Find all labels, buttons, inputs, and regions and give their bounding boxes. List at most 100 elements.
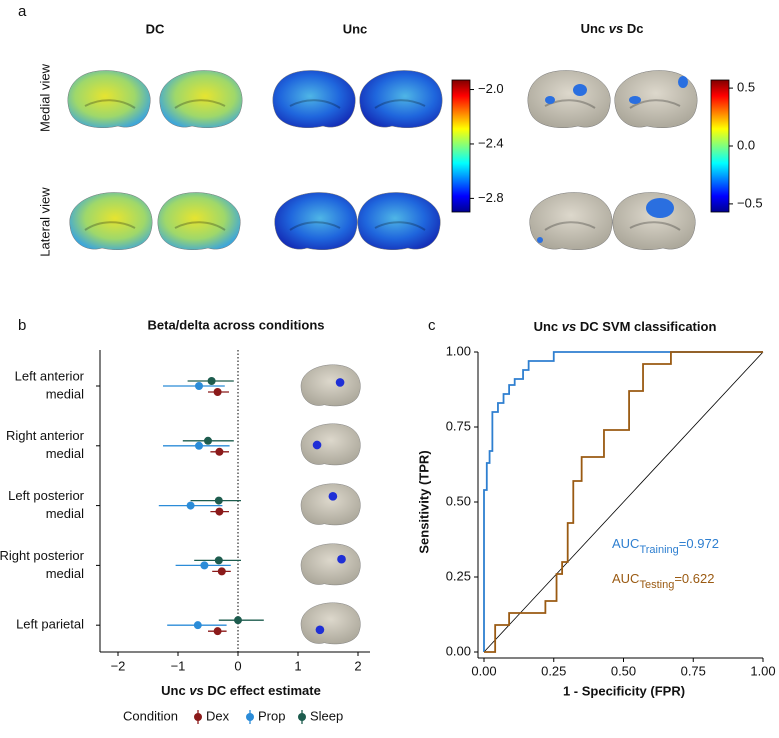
brain-surface: [300, 364, 361, 407]
brain: [272, 70, 356, 128]
tick-label: −2.4: [478, 135, 504, 150]
brain-fold: [544, 221, 596, 231]
y-tick-label: medial: [46, 446, 84, 461]
column-title: Unc vs Dc: [581, 21, 644, 36]
y-tick-label: medial: [46, 566, 84, 581]
brain: [300, 483, 361, 526]
chart-title: Beta/delta across conditions: [148, 317, 325, 332]
brain: [300, 543, 361, 586]
brain-fold: [84, 99, 136, 109]
point: [195, 441, 203, 450]
x-tick-label: 1: [294, 658, 301, 673]
tick-label: 0.5: [737, 80, 755, 95]
y-tick-label: Right posterior: [0, 548, 85, 563]
brain-surface: [614, 70, 698, 128]
tick-label: −2.0: [478, 81, 504, 96]
y-tick-label: Left posterior: [8, 488, 85, 503]
auc-part: =0.972: [679, 536, 719, 551]
legend-swatch: [298, 713, 306, 721]
x-tick-label: 0.75: [681, 663, 706, 678]
brain-surface: [67, 70, 151, 128]
point: [214, 556, 223, 565]
column-title: DC: [146, 21, 165, 36]
panel-label: a: [18, 3, 27, 20]
auc-part: Training: [639, 544, 678, 556]
auc-part: =0.622: [674, 571, 714, 586]
x-tick-label: 0.00: [471, 663, 496, 678]
tick-label: −0.5: [737, 195, 763, 210]
legend-swatch: [194, 713, 202, 721]
brain: [529, 192, 613, 250]
brain-fold: [374, 99, 426, 109]
brain-fold: [289, 99, 341, 109]
brain-fold: [84, 221, 136, 231]
x-tick-label: −2: [111, 658, 126, 673]
brain-surface: [300, 602, 361, 645]
legend-title: Condition: [123, 708, 178, 723]
auc-part: Testing: [639, 579, 674, 591]
auc-label: AUCTraining=0.972: [612, 536, 719, 555]
brain: [357, 192, 441, 250]
brain-surface: [300, 423, 361, 466]
brain: [300, 364, 361, 407]
tick-label: −2.8: [478, 190, 504, 205]
y-tick-label: 0.75: [446, 418, 471, 433]
brain-fold: [174, 221, 226, 231]
brain-surface: [157, 192, 241, 250]
x-tick-label: 1.00: [750, 663, 775, 678]
y-axis-label: Sensitivity (TPR): [416, 450, 431, 553]
brain-surface: [529, 192, 613, 250]
y-tick-label: Right anterior: [6, 428, 85, 443]
point: [200, 561, 209, 570]
activation-blob: [678, 76, 688, 88]
x-tick-label: −1: [171, 658, 186, 673]
auc-part: AUC: [612, 571, 639, 586]
activation-blob: [629, 96, 641, 104]
point: [215, 507, 224, 516]
brain-surface: [300, 543, 361, 586]
panel-label: b: [18, 317, 26, 334]
activation-blob: [537, 237, 543, 243]
brain: [274, 192, 358, 250]
point: [217, 567, 226, 576]
chart-title: Unc vs DC SVM classification: [534, 319, 717, 334]
brain-fold: [374, 221, 426, 231]
brain-fold: [174, 99, 226, 109]
legend-label: Sleep: [310, 708, 343, 723]
legend-swatch: [246, 713, 254, 721]
roc-curve: [483, 351, 763, 652]
brain: [159, 70, 243, 128]
point: [193, 621, 202, 630]
point: [214, 496, 223, 505]
roc-curve: [484, 351, 763, 653]
colorbar: [451, 79, 471, 213]
brain-surface: [272, 70, 356, 128]
x-tick-label: 2: [354, 658, 361, 673]
activation-blob: [312, 440, 322, 450]
brain: [359, 70, 443, 128]
activation-blob: [328, 492, 338, 501]
y-tick-label: 0.00: [446, 643, 471, 658]
activation-blob: [335, 378, 345, 387]
brain-surface: [527, 70, 611, 128]
brain-fold: [544, 99, 596, 109]
x-axis-label: 1 - Specificity (FPR): [563, 683, 685, 698]
y-tick-label: Left anterior: [15, 368, 85, 383]
y-tick-label: medial: [46, 386, 84, 401]
row-label: Lateral view: [37, 187, 52, 257]
brain-fold: [629, 221, 681, 231]
auc-part: AUC: [612, 536, 639, 551]
activation-blob: [646, 198, 674, 218]
brain: [614, 70, 698, 128]
brain: [612, 192, 696, 250]
point: [213, 627, 222, 636]
activation-blob: [337, 554, 346, 564]
brain-surface: [359, 70, 443, 128]
x-tick-label: 0.25: [541, 663, 566, 678]
brain: [300, 423, 361, 466]
x-tick-label: 0: [234, 658, 241, 673]
activation-blob: [573, 84, 587, 96]
point: [195, 382, 203, 390]
y-tick-label: Left parietal: [16, 617, 84, 632]
